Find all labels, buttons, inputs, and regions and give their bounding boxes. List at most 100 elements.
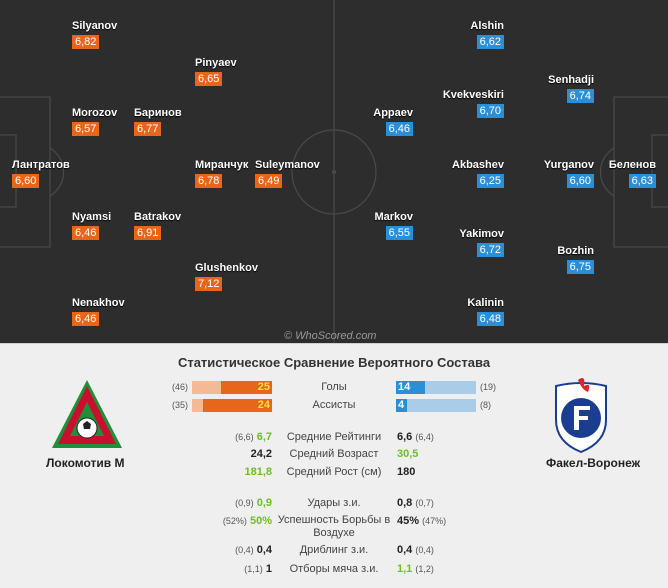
away-paren: (8) [480,400,491,410]
player-name: Лантратов [12,159,70,171]
player-name: Senhadji [548,74,594,86]
player-rating: 6,78 [195,174,223,188]
stat-row: (6,6) 6,7 Средние Рейтинги 6,6 (6,4) [0,431,668,445]
stat-row: (1,1) 1 Отборы мяча з.и. 1,1 (1,2) [0,563,668,577]
player-name: Баринов [134,107,182,119]
player-rating: 6,60 [12,174,40,188]
player-rating: 6,72 [476,243,504,257]
home-stat: (0,9) 0,9 [235,497,272,509]
player-rating: 6,55 [385,226,413,240]
player-rating: 6,63 [628,174,656,188]
player-name: Glushenkov [195,262,258,274]
player-name: Pinyaev [195,57,237,69]
away-stat: 180 [397,466,416,478]
home-player[interactable]: Миранчук 6,78 [195,159,248,188]
player-rating: 6,82 [72,35,100,49]
away-player[interactable]: Kvekveskiri 6,70 [443,89,504,118]
away-stat: 0,8 (0,7) [397,497,434,509]
home-player[interactable]: Nenakhov 6,46 [72,297,125,326]
player-rating: 6,46 [72,312,100,326]
player-name: Appaev [373,107,413,119]
player-name: Миранчук [195,159,249,171]
stat-row: (0,4) 0,4 Дриблинг з.и. 0,4 (0,4) [0,544,668,558]
away-stat: 6,6 (6,4) [397,431,434,443]
home-paren: (46) [172,382,189,392]
home-player[interactable]: Лантратов 6,60 [12,159,70,188]
watermark: © WhoScored.com [284,330,377,342]
player-rating: 6,57 [72,122,100,136]
home-player[interactable]: Suleymanov 6,49 [255,159,320,188]
stat-label: Средний Рост (см) [286,466,382,478]
away-player[interactable]: Bozhin 6,75 [557,245,594,274]
home-player[interactable]: Nyamsi 6,46 [72,211,111,240]
player-name: Suleymanov [255,159,320,171]
away-bar-value: 4 [398,399,405,411]
player-rating: 6,62 [476,35,504,49]
player-name: Kalinin [467,297,504,309]
player-name: Akbashev [452,159,504,171]
stat-row: (52%) 50% Успешность Борьбы в Воздухе 45% … [0,514,668,539]
home-bar-track: 24 [192,399,272,412]
home-player[interactable]: Баринов 6,77 [134,107,182,136]
player-name: Nyamsi [72,211,112,223]
stat-label: Успешность Борьбы в Воздухе [277,514,391,539]
away-player[interactable]: Yurganov 6,60 [544,159,594,188]
away-paren: (19) [480,382,497,392]
bar-stat-row: (35) 24 Ассисты 4 (8) [0,399,668,413]
away-bar-track: 4 [396,399,476,412]
stat-label: Отборы мяча з.и. [289,563,379,575]
player-rating: 6,25 [476,174,504,188]
away-player[interactable]: Markov 6,55 [374,211,413,240]
player-rating: 6,74 [566,89,594,103]
home-stat: 24,2 [250,448,272,460]
comparison-panel: Статистическое Сравнение Вероятного Сост… [0,343,668,588]
home-stat: (0,4) 0,4 [235,544,272,556]
home-bar-value: 24 [257,399,270,411]
player-rating: 6,91 [134,226,162,240]
player-name: Yurganov [543,159,594,171]
player-name: Nenakhov [72,297,125,309]
away-stat: 30,5 [397,448,419,460]
player-rating: 6,60 [566,174,594,188]
player-rating: 6,48 [476,312,504,326]
player-rating: 6,77 [134,122,162,136]
player-name: Silyanov [72,20,118,32]
away-stat: 45% (47%) [397,515,447,527]
player-rating: 6,75 [566,260,594,274]
player-name: Morozov [72,107,118,119]
player-rating: 6,46 [385,122,413,136]
away-bar-value: 14 [398,381,411,393]
player-name: Yakimov [459,228,504,240]
away-stat: 0,4 (0,4) [397,544,434,556]
away-player[interactable]: Alshin 6,62 [470,20,504,49]
player-rating: 6,70 [476,104,504,118]
away-player[interactable]: Akbashev 6,25 [452,159,504,188]
home-bar-track: 25 [192,381,272,394]
bar-stat-label: Голы [321,381,347,393]
away-team-name: Факел-Воронеж [546,456,641,470]
home-player[interactable]: Batrakov 6,91 [134,211,181,240]
player-name: Markov [374,211,413,223]
away-player[interactable]: Appaev 6,46 [373,107,413,136]
away-player[interactable]: Беленов 6,63 [609,159,656,188]
stat-row: (0,9) 0,9 Удары з.и. 0,8 (0,7) [0,497,668,511]
away-player[interactable]: Senhadji 6,74 [548,74,594,103]
home-paren: (35) [172,400,189,410]
home-player[interactable]: Glushenkov 7,12 [195,262,258,291]
away-player[interactable]: Yakimov 6,72 [459,228,504,257]
lokomotiv-crest-icon [52,380,122,448]
home-player[interactable]: Silyanov 6,82 [72,20,117,49]
home-bar-fill [221,381,272,394]
away-stat: 1,1 (1,2) [397,563,434,575]
away-bar-fill [396,399,407,412]
home-player[interactable]: Pinyaev 6,65 [195,57,237,86]
stat-row: 181,8 Средний Рост (см) 180 [0,466,668,480]
home-player[interactable]: Morozov 6,57 [72,107,117,136]
bar-stat-row: (46) 25 Голы 14 (19) [0,381,668,395]
home-team-name: Локомотив М [46,456,125,470]
player-rating: 7,12 [195,277,223,291]
away-player[interactable]: Kalinin 6,48 [467,297,504,326]
home-stat: (1,1) 1 [244,563,272,575]
home-stat: (52%) 50% [222,515,272,527]
